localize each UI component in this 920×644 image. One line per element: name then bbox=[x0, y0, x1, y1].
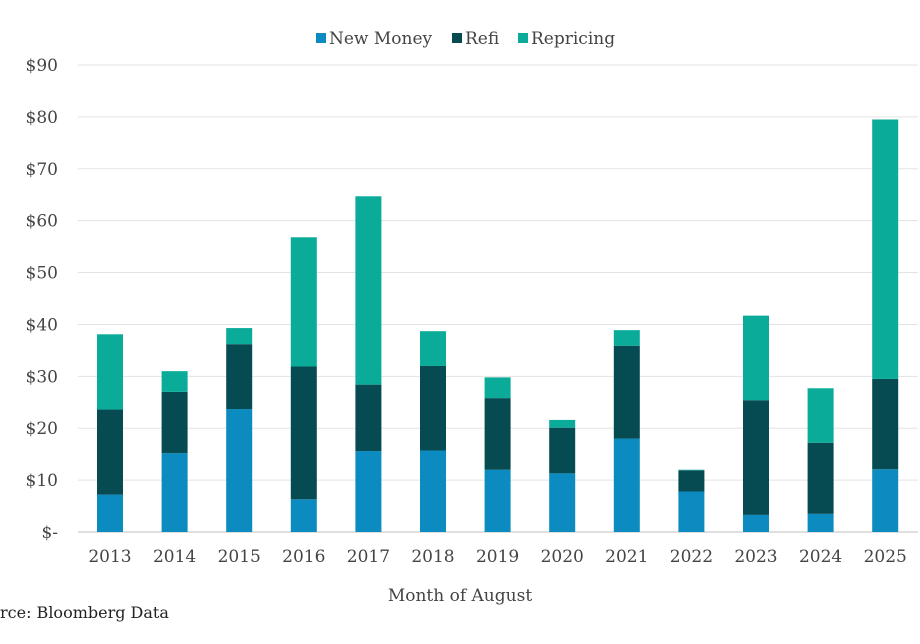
y-tick-label: $60 bbox=[26, 212, 58, 232]
x-tick-label: 2023 bbox=[734, 547, 777, 567]
bar-new-money-2018 bbox=[420, 450, 446, 532]
bar-refi-2020 bbox=[549, 427, 576, 474]
x-tick-label: 2022 bbox=[670, 547, 713, 567]
bar-refi-2022 bbox=[678, 470, 705, 492]
bar-new-money-2016 bbox=[290, 499, 317, 532]
y-tick-label: $90 bbox=[26, 56, 58, 76]
bar-refi-2023 bbox=[743, 400, 769, 515]
x-tick-label: 2024 bbox=[799, 547, 842, 567]
source-note: rce: Bloomberg Data bbox=[0, 603, 169, 622]
bar-repricing-2017 bbox=[355, 196, 382, 385]
bar-refi-2018 bbox=[420, 365, 446, 451]
bar-new-money-2020 bbox=[549, 473, 576, 532]
bar-repricing-2023 bbox=[743, 315, 769, 401]
bar-new-money-2015 bbox=[226, 409, 253, 532]
y-tick-label: $30 bbox=[26, 367, 58, 387]
bar-refi-2015 bbox=[226, 344, 253, 410]
y-tick-label: $- bbox=[41, 523, 58, 543]
bar-repricing-2014 bbox=[161, 371, 188, 392]
x-axis-ticks: 2013 2014 2015 2016 2017 2018 2019 2020 2021 2022… bbox=[88, 547, 906, 567]
y-tick-label: $70 bbox=[26, 160, 58, 180]
x-tick-label: 2015 bbox=[218, 547, 261, 567]
bar-refi-2017 bbox=[355, 384, 382, 452]
bar-repricing-2021 bbox=[613, 330, 640, 346]
legend-label: Repricing bbox=[531, 29, 615, 49]
bar-new-money-2023 bbox=[743, 514, 769, 532]
bar-refi-2016 bbox=[290, 366, 317, 500]
bar-new-money-2013 bbox=[97, 494, 123, 532]
bar-new-money-2014 bbox=[161, 453, 188, 532]
bar-repricing-2024 bbox=[807, 388, 834, 443]
legend-swatch bbox=[452, 33, 462, 43]
bar-repricing-2018 bbox=[420, 331, 446, 366]
x-tick-label: 2020 bbox=[541, 547, 584, 567]
y-axis-ticks: $- $10 $20 $30 $40 $50 $60 $70 $80 $90 bbox=[26, 56, 58, 543]
gridlines bbox=[78, 64, 918, 533]
y-tick-label: $80 bbox=[26, 108, 58, 128]
bar-new-money-2019 bbox=[484, 469, 511, 532]
legend-swatch bbox=[518, 33, 528, 43]
legend-label: Refi bbox=[465, 29, 499, 49]
legend: New Money Refi Repricing bbox=[316, 29, 615, 49]
bar-repricing-2016 bbox=[290, 237, 317, 367]
bar-new-money-2021 bbox=[613, 438, 640, 532]
x-tick-label: 2025 bbox=[864, 547, 907, 567]
y-tick-label: $10 bbox=[26, 471, 58, 491]
bar-repricing-2025 bbox=[872, 119, 899, 379]
x-tick-label: 2014 bbox=[153, 547, 196, 567]
bar-refi-2014 bbox=[161, 391, 188, 454]
bar-new-money-2024 bbox=[807, 513, 834, 532]
bars bbox=[97, 119, 899, 532]
bar-refi-2024 bbox=[807, 442, 834, 514]
bar-new-money-2022 bbox=[678, 491, 705, 532]
bar-repricing-2015 bbox=[226, 328, 253, 345]
bar-new-money-2025 bbox=[872, 469, 899, 532]
bar-refi-2021 bbox=[613, 345, 640, 439]
legend-label: New Money bbox=[329, 29, 433, 49]
legend-swatch bbox=[316, 33, 326, 43]
x-tick-label: 2018 bbox=[411, 547, 454, 567]
x-tick-label: 2017 bbox=[347, 547, 390, 567]
bar-refi-2013 bbox=[97, 409, 123, 495]
bar-repricing-2013 bbox=[97, 334, 123, 410]
bar-new-money-2017 bbox=[355, 451, 382, 532]
bar-refi-2025 bbox=[872, 378, 899, 470]
y-tick-label: $20 bbox=[26, 419, 58, 439]
x-tick-label: 2021 bbox=[605, 547, 648, 567]
x-tick-label: 2019 bbox=[476, 547, 519, 567]
x-tick-label: 2016 bbox=[282, 547, 325, 567]
bar-repricing-2020 bbox=[549, 419, 576, 428]
bar-refi-2019 bbox=[484, 398, 511, 470]
y-tick-label: $40 bbox=[26, 315, 58, 335]
bar-repricing-2022 bbox=[678, 469, 705, 471]
bar-repricing-2019 bbox=[484, 377, 511, 399]
x-tick-label: 2013 bbox=[88, 547, 131, 567]
y-tick-label: $50 bbox=[26, 264, 58, 284]
x-axis-label: Month of August bbox=[388, 586, 532, 606]
